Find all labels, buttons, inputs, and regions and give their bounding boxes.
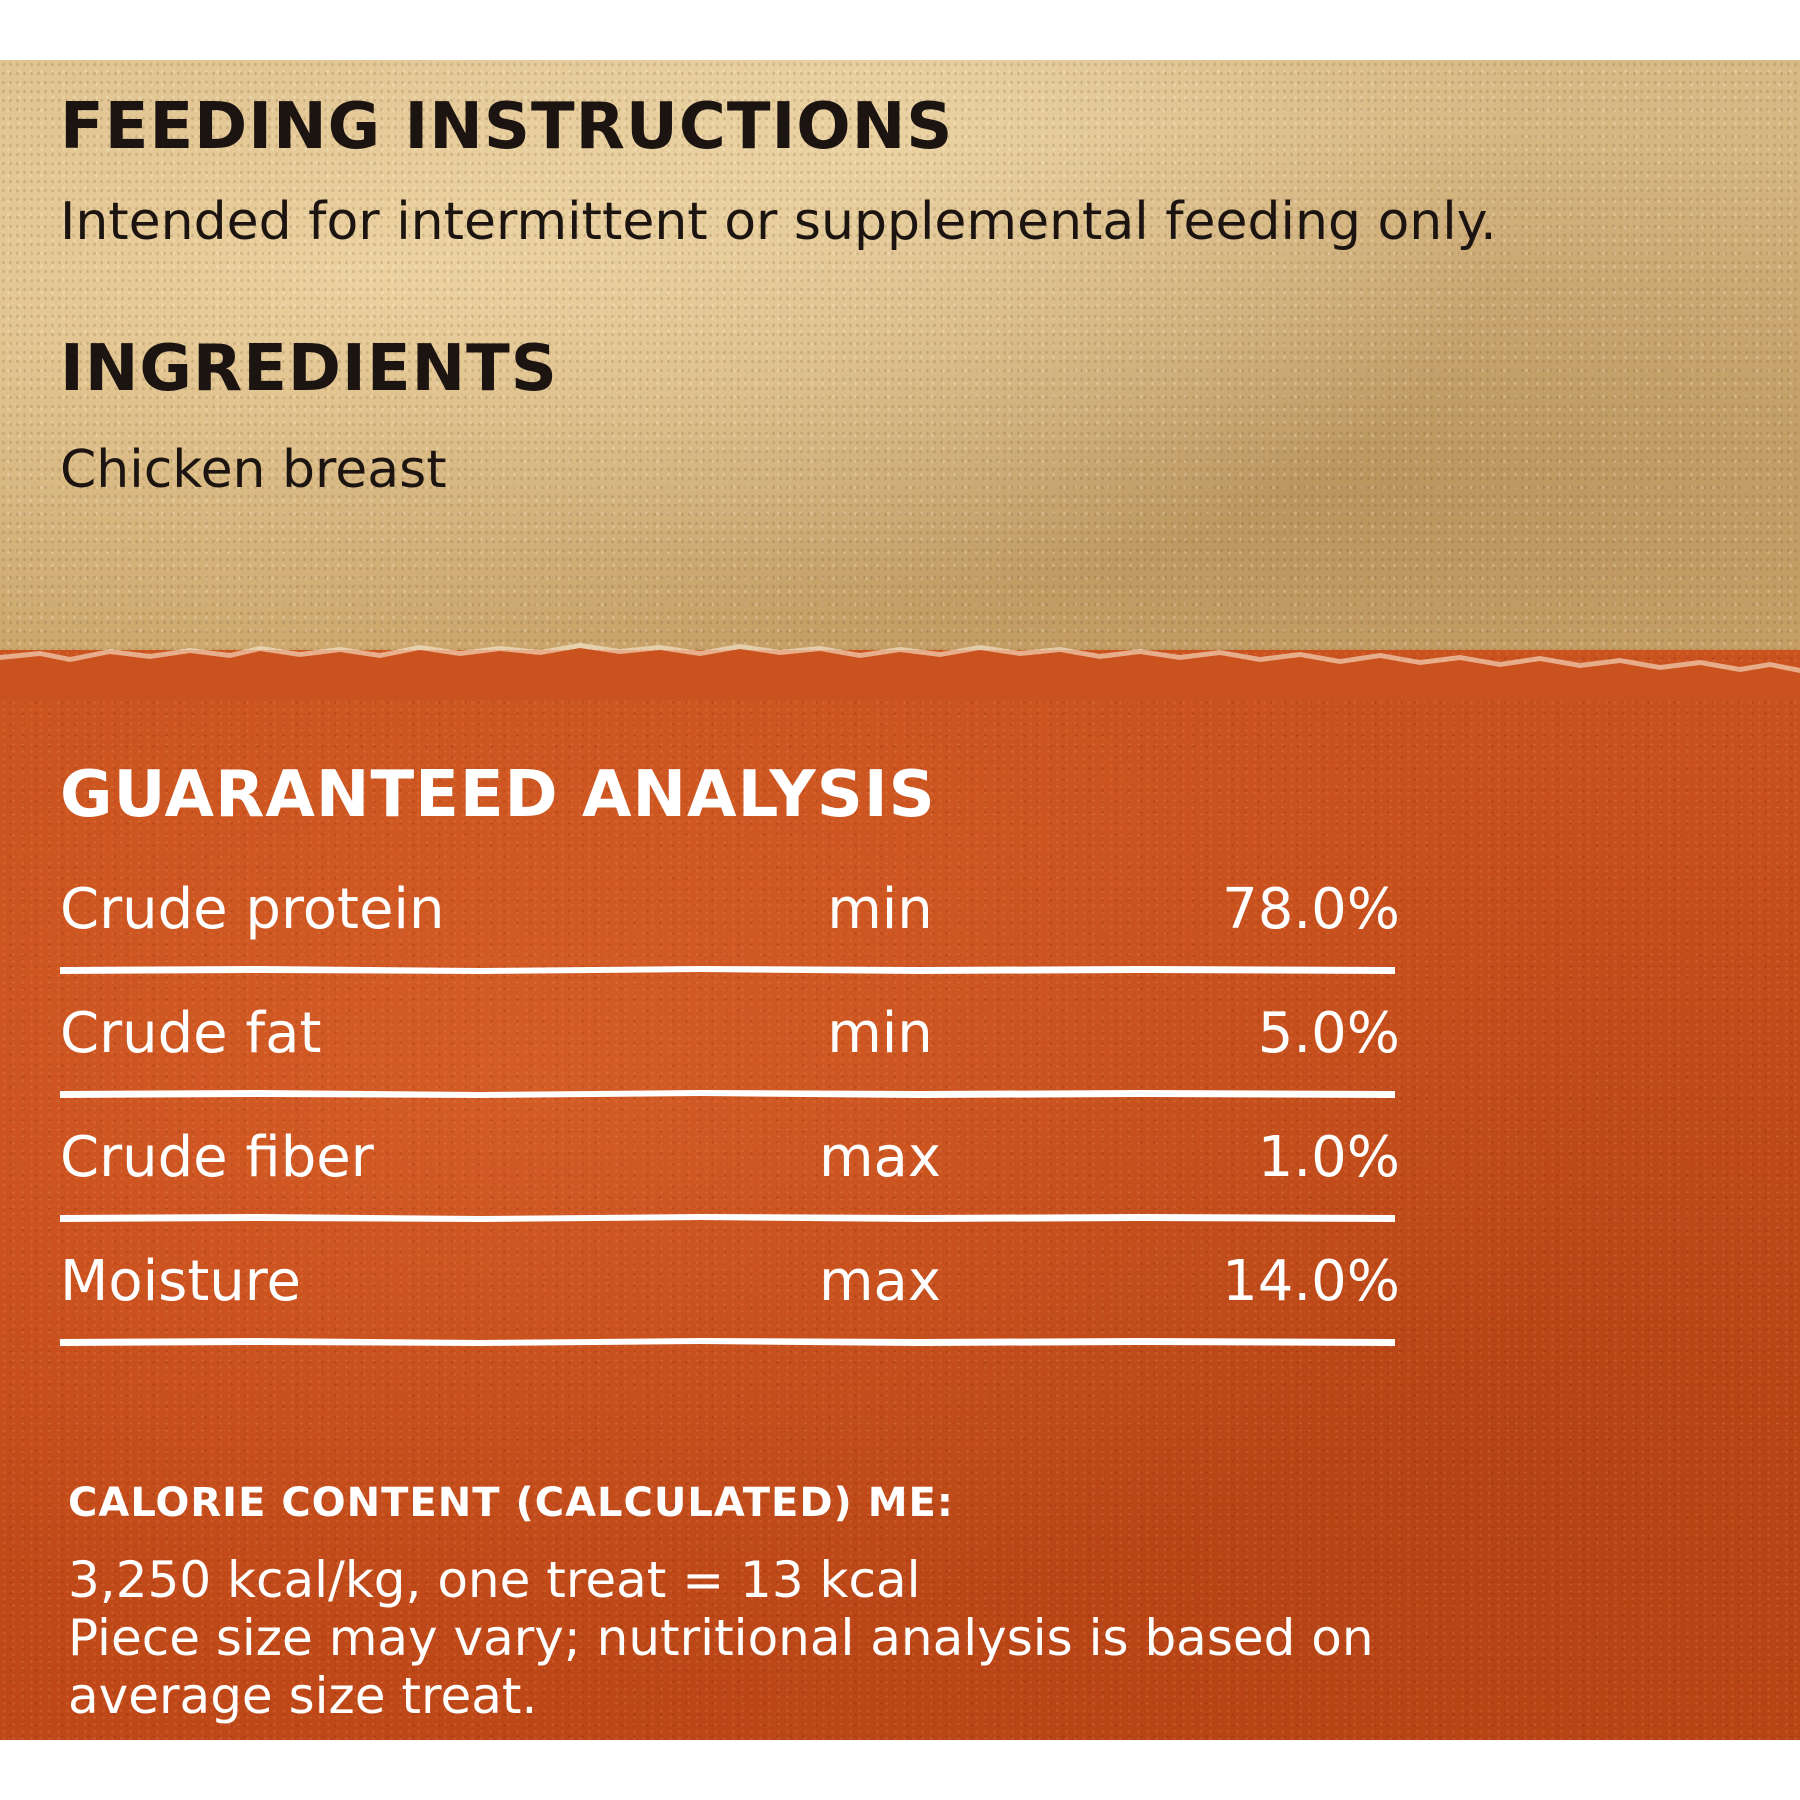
calorie-content-line: 3,250 kcal/kg, one treat = 13 kcal — [68, 1551, 921, 1609]
nutrient-qualifier: min — [827, 877, 933, 942]
row-divider — [60, 1214, 1395, 1222]
nutrient-name: Moisture — [60, 1249, 302, 1314]
nutrient-value: 14.0% — [1222, 1249, 1400, 1314]
piece-size-note-line: Piece size may vary; nutritional analysi… — [68, 1609, 1374, 1667]
nutrient-qualifier: min — [827, 1001, 933, 1066]
label-panel: FEEDING INSTRUCTIONS Intended for interm… — [0, 60, 1800, 1740]
row-divider — [60, 1090, 1395, 1098]
guaranteed-analysis-table: Crude protein min 78.0% Crude fat min 5.… — [60, 860, 1400, 1356]
nutrient-name: Crude fiber — [60, 1125, 374, 1190]
calorie-content-heading: CALORIE CONTENT (CALCULATED) ME: — [68, 1480, 954, 1526]
nutrient-value: 5.0% — [1257, 1001, 1400, 1066]
feeding-instructions-text: Intended for intermittent or supplementa… — [60, 192, 1497, 252]
row-divider — [60, 1338, 1395, 1346]
row-divider — [60, 966, 1395, 974]
nutrient-name: Crude fat — [60, 1001, 322, 1066]
nutrient-value: 1.0% — [1257, 1125, 1400, 1190]
nutrient-qualifier: max — [818, 1125, 941, 1190]
feeding-instructions-heading: FEEDING INSTRUCTIONS — [60, 90, 954, 164]
orange-paper-texture — [0, 650, 1800, 1740]
torn-paper-edge — [0, 643, 1800, 700]
guaranteed-analysis-heading: GUARANTEED ANALYSIS — [60, 758, 936, 832]
nutrient-qualifier: max — [818, 1249, 941, 1314]
nutrient-name: Crude protein — [60, 877, 445, 942]
nutrient-value: 78.0% — [1222, 877, 1400, 942]
ingredients-heading: INGREDIENTS — [60, 332, 558, 406]
table-row: Crude fiber max 1.0% — [60, 1108, 1400, 1232]
orange-paper-background — [0, 650, 1800, 1740]
piece-size-note-line: average size treat. — [68, 1667, 538, 1725]
table-row: Crude protein min 78.0% — [60, 860, 1400, 984]
ingredients-text: Chicken breast — [60, 440, 447, 500]
table-row: Crude fat min 5.0% — [60, 984, 1400, 1108]
table-row: Moisture max 14.0% — [60, 1232, 1400, 1356]
